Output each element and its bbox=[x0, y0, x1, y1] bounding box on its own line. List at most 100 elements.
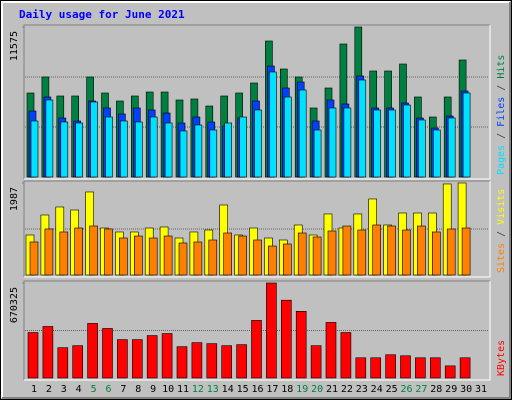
bar bbox=[117, 339, 128, 379]
bar bbox=[224, 122, 232, 178]
bar bbox=[60, 121, 69, 178]
x-tick-label: 4 bbox=[76, 384, 82, 395]
bar bbox=[372, 224, 382, 276]
bar bbox=[297, 232, 307, 276]
panel-bevel-light bbox=[24, 281, 491, 381]
bar bbox=[148, 237, 158, 276]
x-tick-label: 8 bbox=[135, 384, 141, 395]
bar bbox=[403, 104, 411, 178]
bar bbox=[268, 245, 277, 276]
bar bbox=[59, 231, 69, 276]
bar bbox=[75, 122, 83, 178]
bar bbox=[206, 343, 218, 379]
x-tick-label: 2 bbox=[46, 384, 52, 395]
bar bbox=[312, 236, 322, 276]
x-tick-label: 26 bbox=[400, 384, 412, 395]
bar bbox=[444, 365, 456, 379]
bar bbox=[461, 227, 471, 276]
x-tick-label: 29 bbox=[445, 384, 457, 395]
legend-entry: Pages bbox=[496, 145, 507, 175]
bar bbox=[462, 92, 471, 178]
x-tick-label: 3 bbox=[61, 384, 67, 395]
bar bbox=[221, 345, 232, 379]
bar bbox=[179, 130, 188, 178]
x-tick-label: 17 bbox=[266, 384, 278, 395]
bar bbox=[239, 116, 247, 178]
bar bbox=[355, 357, 367, 379]
x-tick-label: 20 bbox=[311, 384, 323, 395]
x-tick-label: 25 bbox=[386, 384, 398, 395]
bar bbox=[42, 326, 54, 379]
panel-bevel-dark bbox=[23, 180, 490, 277]
bar bbox=[238, 235, 247, 276]
bar bbox=[357, 229, 367, 276]
legend: Pages / Files / Hits bbox=[496, 55, 507, 175]
bar bbox=[254, 109, 262, 178]
bar bbox=[90, 101, 98, 178]
legend: KBytes bbox=[496, 340, 507, 376]
bar bbox=[44, 228, 54, 276]
bar bbox=[417, 225, 426, 276]
bar bbox=[119, 237, 128, 276]
bar bbox=[400, 355, 411, 379]
legend-separator: / bbox=[496, 127, 507, 145]
bar bbox=[343, 107, 352, 178]
bar bbox=[208, 239, 218, 276]
x-tick-label: 19 bbox=[296, 384, 308, 395]
x-tick-label: 11 bbox=[177, 384, 189, 395]
y-tick-label: 670325 bbox=[9, 287, 20, 323]
chart-title: Daily usage for June 2021 bbox=[19, 8, 185, 21]
x-tick-label: 18 bbox=[281, 384, 293, 395]
x-tick-label: 7 bbox=[120, 384, 126, 395]
bar bbox=[342, 225, 352, 276]
bar bbox=[340, 332, 352, 379]
bar bbox=[431, 231, 441, 276]
legend-separator: / bbox=[496, 79, 507, 97]
legend-entry: Hits bbox=[496, 55, 507, 79]
bar bbox=[266, 282, 277, 379]
bar bbox=[373, 109, 382, 178]
bar bbox=[194, 124, 203, 178]
bar bbox=[283, 96, 292, 178]
bar bbox=[105, 116, 113, 178]
x-tick-label: 21 bbox=[326, 384, 338, 395]
bar bbox=[135, 121, 143, 178]
x-tick-label: 24 bbox=[371, 384, 383, 395]
panel-bevel-dark bbox=[23, 280, 490, 380]
bar bbox=[385, 354, 396, 379]
y-tick-label: 1987 bbox=[9, 187, 20, 211]
x-tick-label: 27 bbox=[415, 384, 427, 395]
bar bbox=[325, 322, 337, 379]
x-tick-label: 13 bbox=[207, 384, 219, 395]
x-tick-label: 9 bbox=[150, 384, 156, 395]
bar bbox=[402, 229, 411, 276]
bar bbox=[447, 117, 456, 178]
legend: Sites / Visits bbox=[496, 189, 507, 273]
bar bbox=[429, 357, 441, 379]
panel-bevel-dark bbox=[23, 24, 490, 179]
legend-entry: KBytes bbox=[496, 340, 507, 376]
bar bbox=[163, 235, 173, 276]
legend-entry: Files bbox=[496, 97, 507, 127]
bar bbox=[418, 119, 426, 178]
x-tick-label: 15 bbox=[237, 384, 249, 395]
bar bbox=[104, 228, 113, 276]
bar bbox=[388, 109, 396, 178]
x-tick-label: 5 bbox=[91, 384, 97, 395]
bar bbox=[236, 344, 247, 379]
bar bbox=[415, 357, 426, 379]
bar bbox=[223, 232, 232, 276]
legend-entry: Visits bbox=[496, 189, 507, 225]
bar bbox=[253, 239, 262, 276]
bar bbox=[102, 328, 113, 379]
bar bbox=[27, 332, 39, 379]
bar bbox=[146, 335, 158, 379]
bar bbox=[161, 333, 173, 379]
bar bbox=[87, 323, 98, 379]
panel-bevel-light bbox=[24, 25, 491, 180]
bar bbox=[74, 227, 83, 276]
x-tick-label: 1 bbox=[31, 384, 37, 395]
bar bbox=[209, 129, 218, 178]
